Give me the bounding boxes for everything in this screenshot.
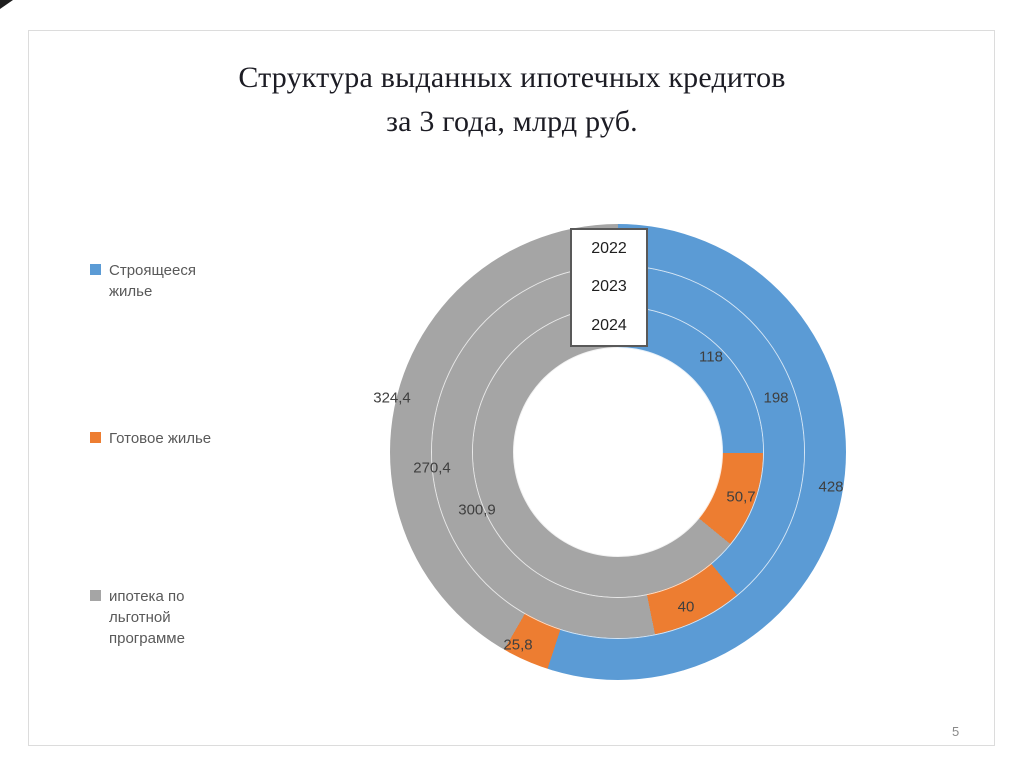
chart-title-line1: Структура выданных ипотечных кредитов: [238, 61, 786, 94]
legend-swatch-blue-icon: [90, 264, 101, 275]
legend-item-under-construction: Строящееся жилье: [90, 260, 231, 302]
data-label-2022-ready-housing: 25,8: [503, 636, 533, 654]
data-label-2023-under-construction: 198: [763, 389, 789, 407]
legend-label-preferential-program: ипотека по льготной программе: [109, 588, 185, 647]
legend-item-ready-housing: Готовое жилье: [90, 428, 231, 449]
data-label-2024-under-construction: 118: [699, 348, 723, 366]
legend-swatch-orange-icon: [90, 432, 101, 443]
data-label-2022-under-construction: 428: [818, 478, 844, 496]
data-label-2023-ready-housing: 40: [677, 598, 695, 616]
data-label-2024-ready-housing: 50,7: [726, 488, 756, 506]
data-label-2023-preferential: 270,4: [413, 459, 451, 477]
data-label-2022-preferential: 324,4: [373, 389, 411, 407]
legend-label-ready-housing: Готовое жилье: [109, 430, 212, 447]
legend-label-under-construction: Строящееся жилье: [109, 262, 196, 300]
legend-swatch-gray-icon: [90, 590, 101, 601]
donut-hole: [514, 348, 722, 556]
page-number: 5: [952, 724, 960, 739]
chart-title-line2: за 3 года, млрд руб.: [386, 105, 638, 138]
chart-title: Структура выданных ипотечных кредитов за…: [0, 56, 1024, 144]
data-label-2024-preferential: 300,9: [458, 501, 496, 519]
legend-item-preferential-program: ипотека по льготной программе: [90, 586, 231, 649]
year-labels-box: 2022 2023 2024: [570, 228, 648, 347]
year-label-2022: 2022: [591, 240, 627, 258]
year-label-2023: 2023: [591, 278, 627, 296]
year-label-2024: 2024: [591, 316, 627, 334]
screen-corner-artifact: [0, 0, 13, 9]
